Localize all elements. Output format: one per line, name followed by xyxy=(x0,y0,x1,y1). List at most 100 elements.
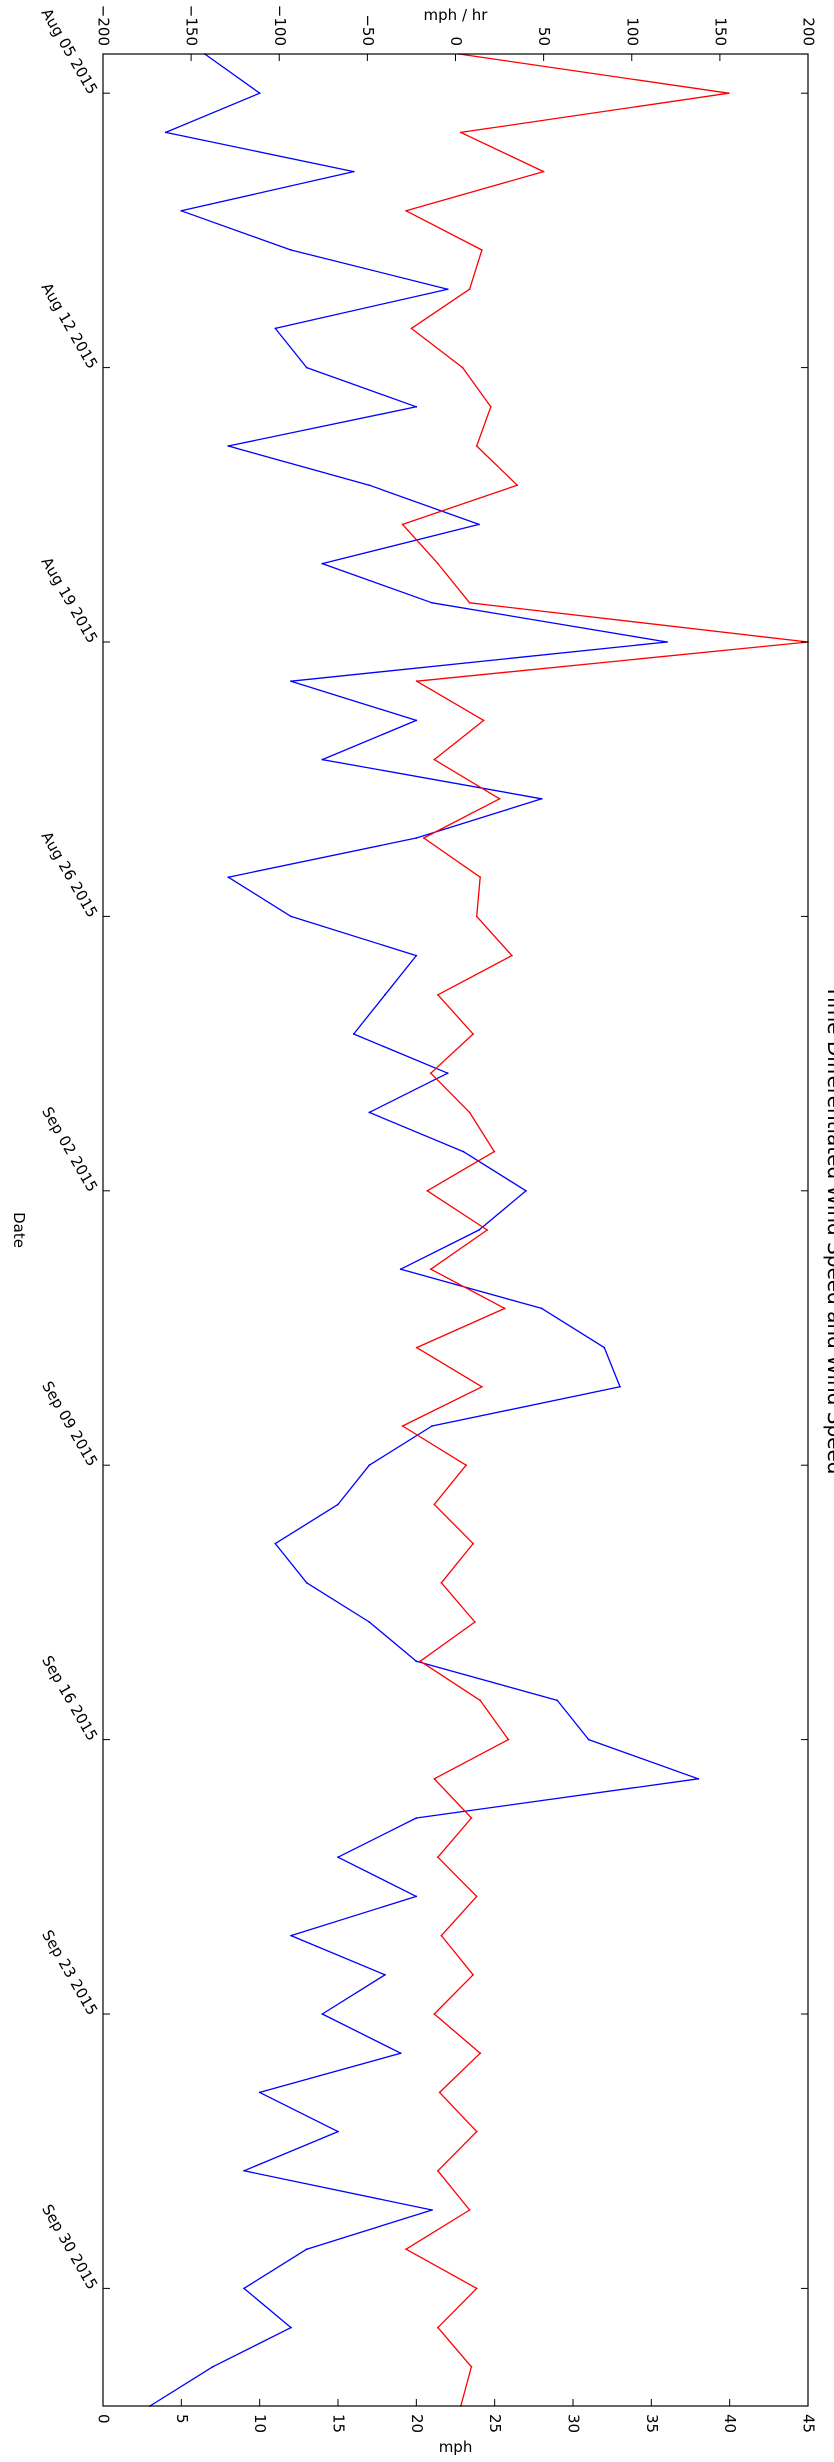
speed-point xyxy=(290,915,292,918)
rate-tick-label: −150 xyxy=(183,5,201,46)
speed-tick-label: 35 xyxy=(643,2414,661,2433)
rate-point xyxy=(405,2248,407,2251)
rate-point xyxy=(433,2013,436,2015)
speed-point xyxy=(368,1621,371,1623)
speed-point xyxy=(478,523,480,526)
speed-point xyxy=(462,1150,465,1153)
speed-point xyxy=(384,993,386,996)
speed-point xyxy=(227,876,230,879)
rate-point xyxy=(429,1268,432,1271)
speed-point xyxy=(290,680,292,683)
speed-point xyxy=(290,2326,292,2329)
speed-point xyxy=(274,327,277,330)
speed-point xyxy=(415,1895,418,1898)
date-tick-label: Aug 19 2015 xyxy=(38,554,102,646)
rate-point xyxy=(468,2209,471,2211)
rate-tick-label: −200 xyxy=(95,5,113,46)
speed-point xyxy=(258,92,261,95)
speed-point xyxy=(478,1229,480,1231)
rate-point xyxy=(459,131,462,134)
speed-point xyxy=(431,601,433,604)
speed-point xyxy=(415,405,418,408)
speed-point xyxy=(415,954,418,957)
rate-point xyxy=(472,1973,474,1976)
date-tick-label: Aug 05 2015 xyxy=(38,5,102,97)
rate-point xyxy=(468,1111,471,1114)
speed-tick-label: 5 xyxy=(173,2414,191,2424)
rate-point xyxy=(486,1229,489,1231)
rate-point xyxy=(438,2091,441,2094)
speed-point xyxy=(399,1268,402,1271)
rate-point xyxy=(507,1738,510,1741)
rate-point xyxy=(727,92,730,95)
date-tick-label: Sep 02 2015 xyxy=(38,1104,101,1195)
speed-point xyxy=(290,1934,292,1937)
speed-tick-label: 25 xyxy=(486,2414,504,2433)
speed-point xyxy=(666,641,668,643)
speed-point xyxy=(540,797,543,800)
date-tick-label: Aug 26 2015 xyxy=(38,828,102,920)
rate-point xyxy=(479,1699,482,1702)
rate-point xyxy=(475,1895,478,1898)
speed-point xyxy=(415,1660,418,1663)
speed-point xyxy=(227,445,230,447)
speed-point xyxy=(321,562,324,565)
rate-point xyxy=(419,1660,422,1663)
date-tick-label: Sep 30 2015 xyxy=(38,2201,101,2292)
rate-point xyxy=(440,1581,443,1584)
speed-point xyxy=(431,1425,433,1427)
speed-point xyxy=(274,1542,277,1545)
speed-axis-label: mph xyxy=(439,2438,473,2456)
rate-point xyxy=(516,484,519,487)
speed-point xyxy=(368,1111,371,1114)
rate-point xyxy=(481,1385,483,1388)
date-tick-label: Aug 12 2015 xyxy=(38,280,102,372)
rate-point xyxy=(437,562,439,565)
rate-point xyxy=(461,366,464,369)
rate-point xyxy=(433,1503,436,1506)
speed-point xyxy=(619,1385,621,1388)
speed-point xyxy=(368,484,371,487)
speed-point xyxy=(321,758,324,761)
speed-point xyxy=(321,2013,324,2015)
rate-tick-label: −50 xyxy=(359,14,377,46)
rate-tick-label: 50 xyxy=(535,27,553,46)
rate-point xyxy=(468,601,471,604)
rate-point xyxy=(493,1150,496,1153)
speed-point xyxy=(697,1777,700,1780)
chart-title: Time Differentiated Wind Speed and Wind … xyxy=(823,985,834,1475)
rate-point xyxy=(437,2326,439,2329)
rate-point xyxy=(437,993,439,996)
rate-point xyxy=(433,758,436,761)
speed-point xyxy=(415,837,418,839)
wind-speed-rate-line xyxy=(401,53,809,2407)
speed-point xyxy=(305,1581,308,1584)
series-layer xyxy=(149,53,809,2407)
speed-point xyxy=(446,288,449,291)
speed-tick-label: 45 xyxy=(800,2414,818,2433)
rate-point xyxy=(542,170,545,173)
speed-tick-label: 30 xyxy=(565,2414,583,2433)
speed-point xyxy=(431,2209,433,2211)
rate-tick-label: 100 xyxy=(623,17,641,46)
rate-point xyxy=(426,1189,429,1192)
rate-point xyxy=(415,1346,418,1349)
date-tick-label: Sep 16 2015 xyxy=(38,1653,101,1744)
speed-point xyxy=(446,1072,449,1075)
rate-point xyxy=(440,1934,443,1937)
rate-point xyxy=(410,327,413,330)
speed-point xyxy=(525,1189,527,1192)
speed-point xyxy=(587,1738,590,1741)
rate-point xyxy=(472,1542,474,1545)
speed-point xyxy=(243,2287,245,2290)
speed-point xyxy=(556,1699,559,1702)
rate-point xyxy=(405,209,407,212)
speed-point xyxy=(352,1033,355,1035)
speed-tick-label: 15 xyxy=(330,2414,348,2433)
speed-point xyxy=(399,2052,402,2055)
rate-point xyxy=(437,1856,439,1859)
date-tick-label: Sep 09 2015 xyxy=(38,1378,101,1469)
speed-point xyxy=(164,131,167,134)
rate-point xyxy=(401,523,404,526)
rate-point xyxy=(415,680,418,683)
